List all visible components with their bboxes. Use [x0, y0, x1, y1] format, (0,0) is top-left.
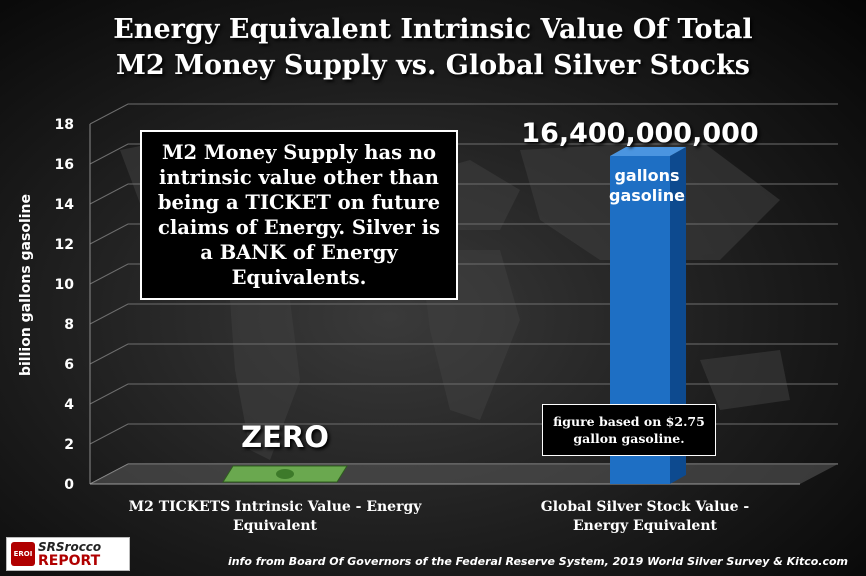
- callout-box: M2 Money Supply has no intrinsic value o…: [140, 130, 458, 300]
- y-tick-label: 8: [64, 317, 74, 333]
- y-tick-label: 12: [55, 237, 74, 253]
- y-axis-label-text: billion gallons gasoline: [18, 193, 35, 377]
- y-axis-label: billion gallons gasoline: [4, 190, 48, 380]
- gridline: [89, 343, 838, 365]
- gridline: [89, 183, 838, 205]
- gridline: [89, 383, 838, 405]
- chart-floor: [90, 464, 838, 484]
- gridline: [89, 263, 838, 285]
- x-category-silver: Global Silver Stock Value - Energy Equiv…: [540, 499, 750, 534]
- logo-line-1: SRSrocco: [38, 540, 102, 554]
- price-note: figure based on $2.75 gallon gasoline.: [542, 404, 716, 456]
- money-bill-seal: [276, 469, 294, 479]
- y-tick-label: 2: [64, 437, 74, 453]
- y-tick-label: 14: [55, 197, 75, 213]
- y-tick-label: 6: [64, 357, 74, 373]
- y-tick-label: 4: [64, 397, 74, 413]
- gridline: [89, 423, 838, 445]
- srsrocco-logo: EROI SRSrocco REPORT: [6, 537, 130, 571]
- gridline: [89, 303, 838, 325]
- y-tick-label: 18: [55, 117, 74, 133]
- chart-title: Energy Equivalent Intrinsic Value Of Tot…: [0, 12, 866, 84]
- gridline: [89, 223, 838, 245]
- y-tick-label: 10: [55, 277, 75, 293]
- y-axis-ticks: 0 2 4 6 8 10 12 14 16 18: [55, 117, 75, 493]
- logo-text: SRSrocco REPORT: [38, 540, 101, 568]
- source-note: info from Board Of Governors of the Fede…: [227, 555, 848, 568]
- y-tick-label: 0: [64, 477, 74, 493]
- bar-unit-label: gallons gasoline: [609, 166, 685, 205]
- money-bill-icon: [222, 465, 348, 483]
- gridline: [89, 143, 838, 165]
- y-tick-label: 16: [55, 157, 74, 173]
- logo-line-2: REPORT: [38, 553, 101, 569]
- title-line-1: Energy Equivalent Intrinsic Value Of Tot…: [113, 14, 753, 45]
- bar-side: [670, 147, 686, 484]
- gridline: [89, 103, 838, 125]
- title-line-2: M2 Money Supply vs. Global Silver Stocks: [116, 50, 750, 81]
- bar-top: [610, 147, 686, 156]
- zero-label: ZERO: [241, 420, 329, 454]
- x-category-m2: M2 TICKETS Intrinsic Value - Energy Equi…: [128, 499, 422, 534]
- bar-value-label: 16,400,000,000: [521, 118, 759, 149]
- eroi-badge-icon: EROI: [11, 542, 35, 566]
